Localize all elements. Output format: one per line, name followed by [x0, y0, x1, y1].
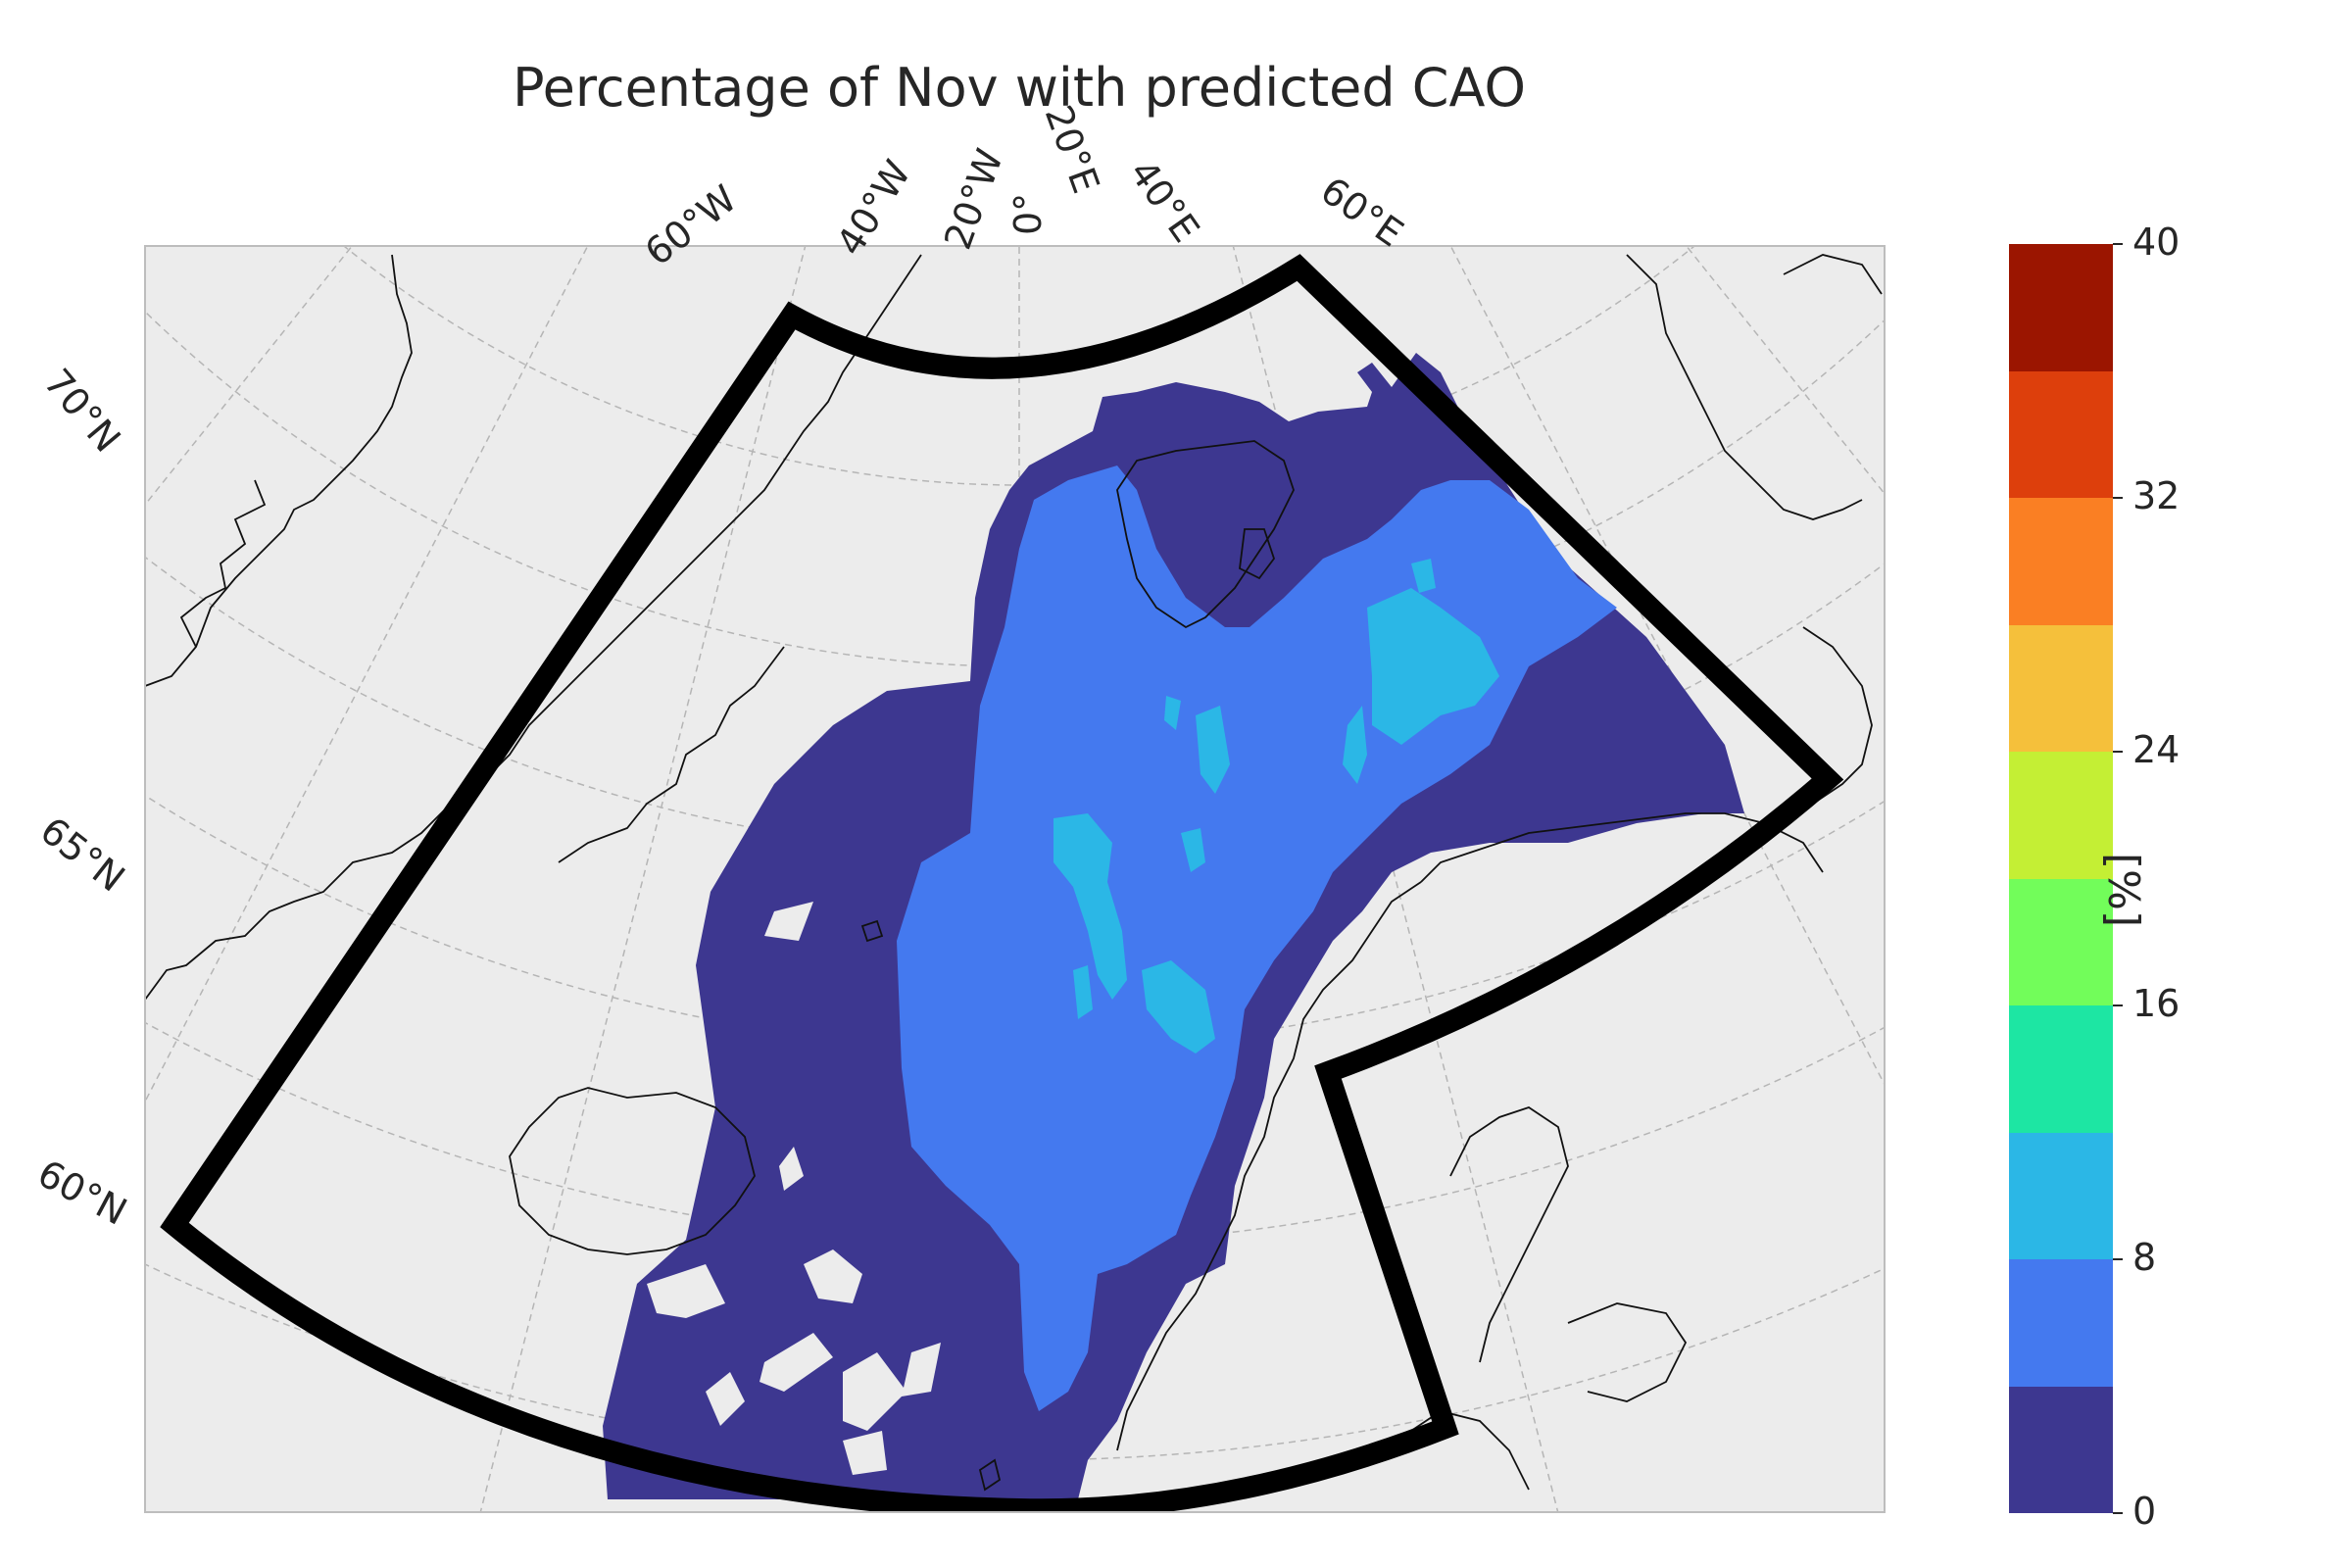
colorbar	[2009, 244, 2113, 1513]
field-gaps	[647, 902, 941, 1475]
colorbar-segment	[2009, 370, 2113, 498]
prediction-domain-outline	[160, 254, 1844, 1512]
coastlines	[145, 254, 1883, 1492]
colorbar-tick-mark	[2113, 751, 2123, 753]
colorbar-tick-mark	[2113, 1004, 2123, 1006]
colorbar-tick-mark	[2113, 1512, 2123, 1514]
colorbar-segment	[2009, 878, 2113, 1005]
colorbar-tick-label: 24	[2132, 728, 2180, 771]
colorbar-segment	[2009, 498, 2113, 625]
map-title: Percentage of Nov with predicted CAO	[513, 57, 1526, 119]
colorbar-tick-mark	[2113, 497, 2123, 499]
lon-label-0: 0°	[1006, 192, 1050, 235]
colorbar-tick-label: 16	[2132, 982, 2180, 1025]
colorbar-segment	[2009, 752, 2113, 879]
colorbar-tick-label: 8	[2132, 1236, 2157, 1279]
cao-field-level-8-12	[1054, 559, 1499, 1054]
colorbar-tick-mark	[2113, 1258, 2123, 1260]
colorbar-segment	[2009, 624, 2113, 752]
colorbar-segment	[2009, 1259, 2113, 1387]
colorbar-segment	[2009, 244, 2113, 371]
colorbar-segment	[2009, 1132, 2113, 1259]
colorbar-label: [%]	[2098, 853, 2148, 928]
colorbar-tick-label: 40	[2132, 220, 2180, 264]
colorbar-tick-label: 32	[2132, 474, 2180, 517]
colorbar-segment	[2009, 1386, 2113, 1513]
colorbar-tick-label: 0	[2132, 1490, 2157, 1533]
colorbar-segment	[2009, 1005, 2113, 1133]
colorbar-tick-mark	[2113, 243, 2123, 245]
